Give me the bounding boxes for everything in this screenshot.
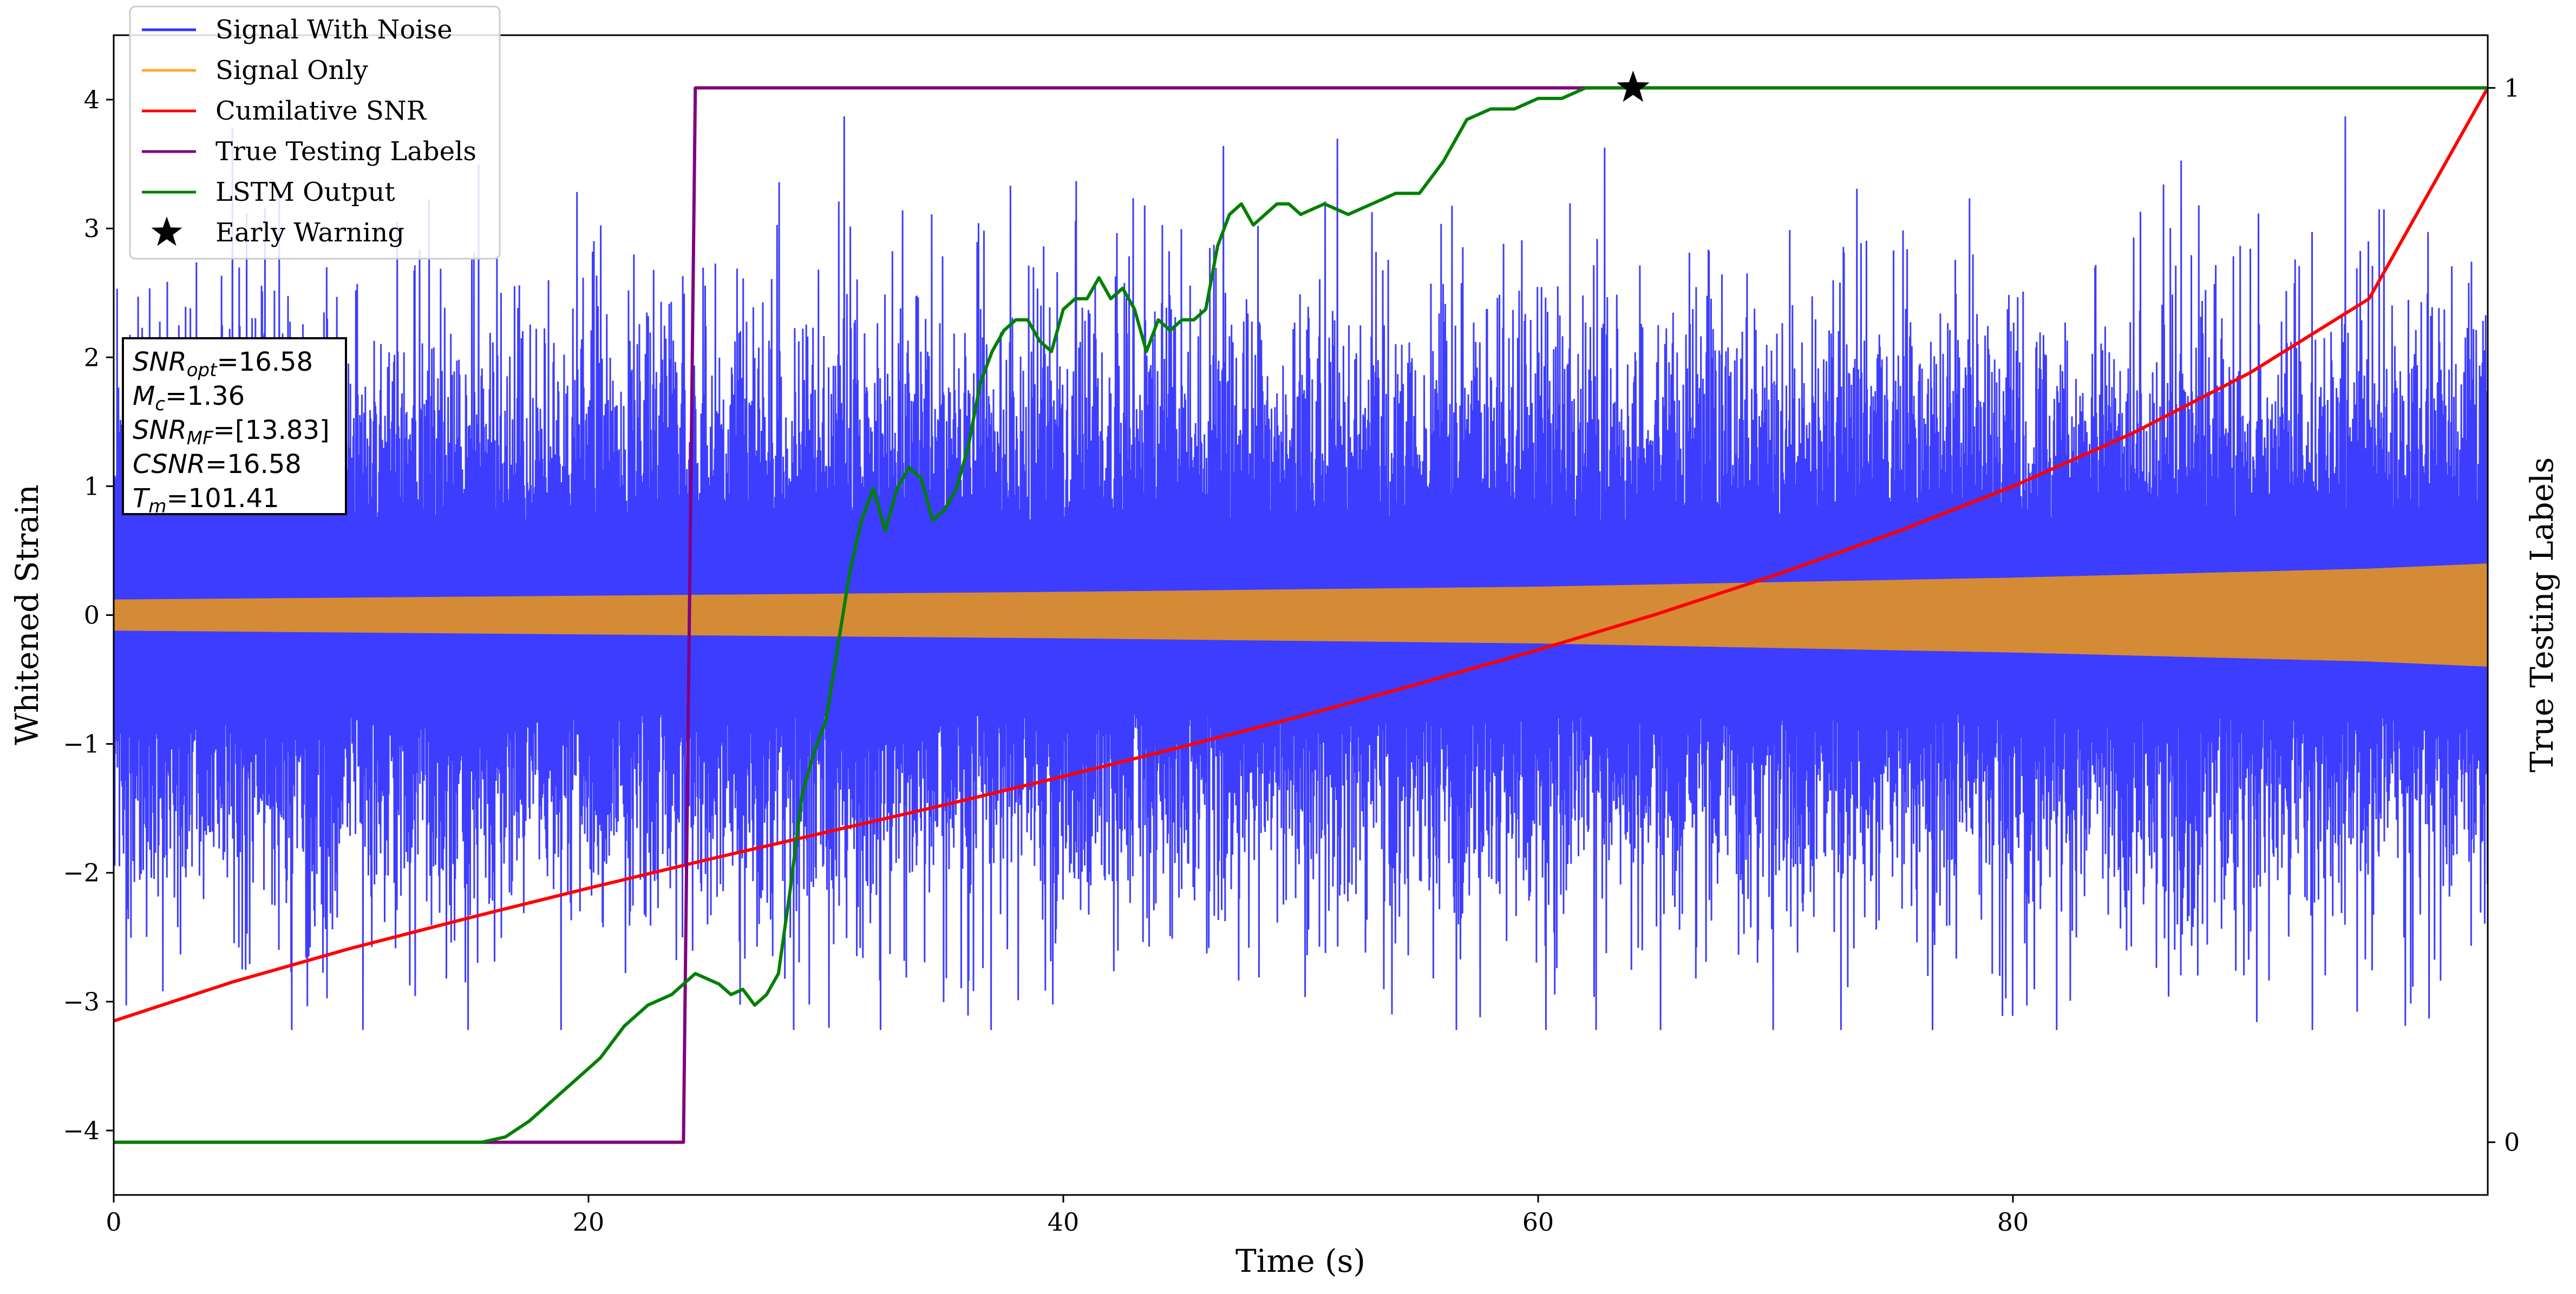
plot-area (114, 70, 2488, 1144)
y-tick-label: −1 (63, 730, 100, 759)
legend-label: Signal With Noise (215, 15, 453, 45)
y-axis-label: Whitened Strain (9, 484, 45, 745)
series-lstm-output (114, 86, 2488, 1144)
legend-label: Signal Only (215, 55, 368, 86)
info-line: SNRMF=[13.83] (133, 415, 330, 449)
legend-frame (129, 5, 501, 260)
y-tick-label: −2 (63, 858, 100, 888)
legend-item-signal-only: Signal Only (142, 55, 368, 86)
x-tick-label: 80 (1997, 1207, 2029, 1237)
y2-tick-label: 0 (2504, 1128, 2520, 1157)
early-warning-marker (1617, 70, 1650, 102)
info-box-frame (122, 337, 347, 515)
legend-item-signal-with-noise: Signal With Noise (142, 15, 453, 45)
y-tick-label: −4 (63, 1116, 100, 1145)
y-tick-label: 2 (84, 343, 100, 372)
y2-tick-label: 1 (2504, 73, 2520, 102)
legend: Signal With Noise Signal Only Cumilative S… (129, 5, 501, 260)
y2-axis-label: True Testing Labels (2523, 457, 2560, 772)
legend-label: True Testing Labels (215, 136, 476, 167)
info-box: SNRopt=16.58Mc=1.36SNRMF=[13.83]CSNR=16.… (122, 337, 347, 517)
info-line: SNRopt=16.58 (133, 347, 313, 381)
star-icon (151, 216, 182, 246)
legend-item-cumilative-snr: Cumilative SNR (142, 96, 427, 126)
legend-label: Early Warning (215, 218, 404, 248)
y-tick-label: 0 (84, 601, 100, 630)
x-tick-label: 40 (1048, 1207, 1080, 1237)
y-tick-label: −3 (63, 987, 100, 1016)
x-tick-label: 20 (573, 1207, 605, 1237)
x-tick-label: 60 (1522, 1207, 1554, 1237)
x-axis-label: Time (s) (1235, 1243, 1365, 1279)
legend-label: Cumilative SNR (215, 96, 427, 126)
y-tick-label: 3 (84, 214, 100, 243)
y-tick-label: 1 (84, 471, 100, 501)
series-signal-only-band (114, 563, 2488, 667)
y-tick-label: 4 (84, 85, 100, 114)
x-tick-label: 0 (106, 1207, 121, 1237)
legend-label: LSTM Output (215, 177, 395, 207)
legend-item-lstm-output: LSTM Output (142, 177, 395, 207)
legend-item-true-testing-labels: True Testing Labels (142, 136, 476, 167)
info-line: Tm=101.41 (133, 483, 279, 517)
info-line: Mc=1.36 (133, 381, 245, 415)
info-line: CSNR=16.58 (133, 449, 302, 479)
legend-item-early-warning: Early Warning (151, 216, 404, 248)
series-cumilative-snr (114, 87, 2488, 1023)
